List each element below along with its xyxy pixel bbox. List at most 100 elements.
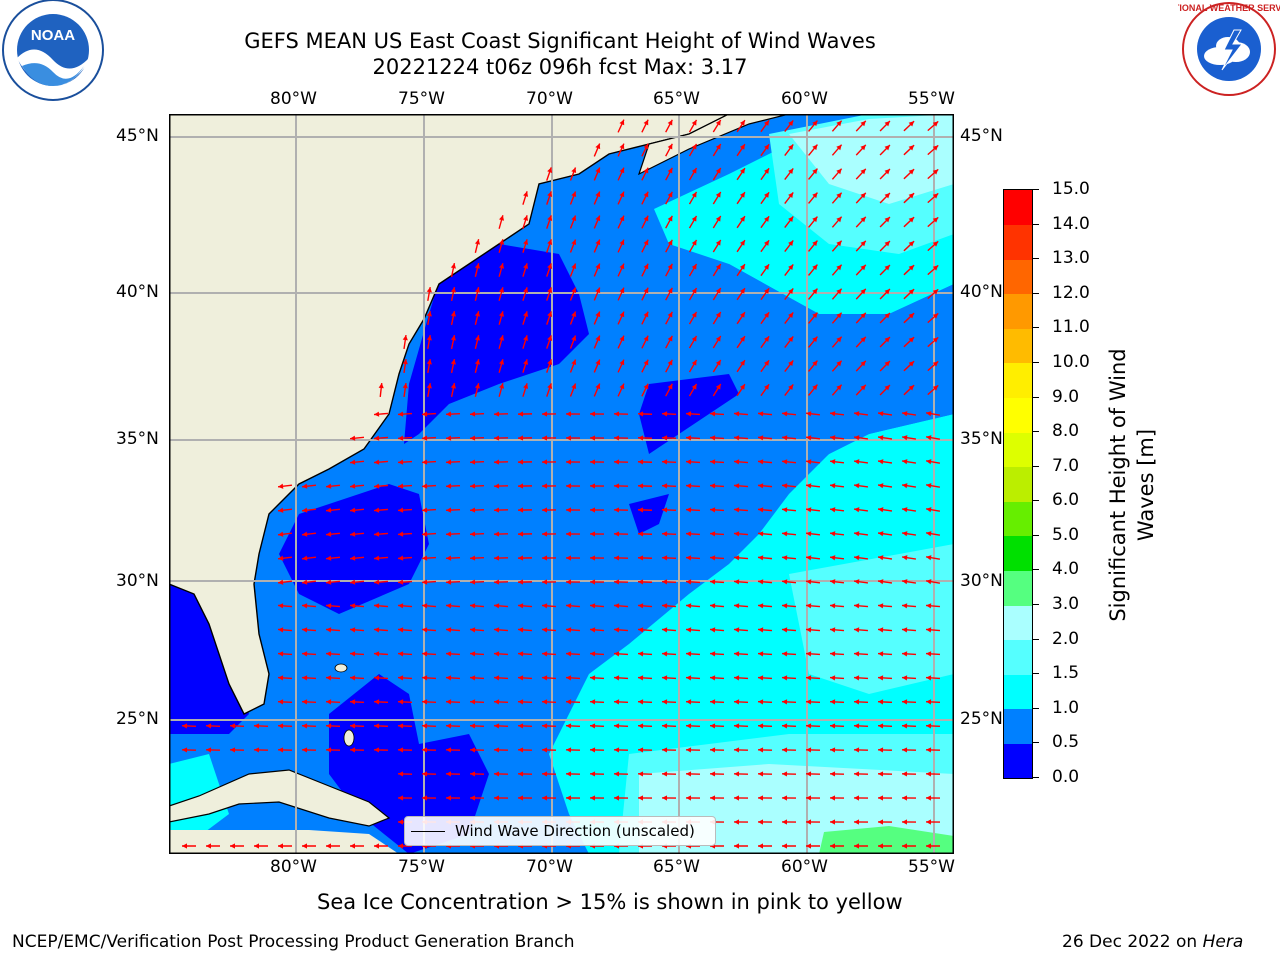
wave-direction-arrowhead	[595, 263, 601, 270]
wave-direction-arrowhead	[542, 723, 548, 729]
wave-direction-arrowhead	[667, 191, 673, 198]
lon-label-top-75w: 75°W	[398, 89, 445, 109]
wave-direction-arrowhead	[518, 507, 524, 513]
wave-direction-arrowhead	[854, 603, 860, 609]
wave-direction-arrowhead	[422, 579, 428, 585]
wave-direction-arrowhead	[350, 627, 356, 633]
wave-direction-arrowhead	[614, 723, 620, 729]
wave-direction-arrowhead	[932, 361, 939, 367]
wave-direction-arrowhead	[494, 747, 500, 753]
wave-direction-arrowhead	[302, 531, 308, 537]
wave-direction-arrowhead	[764, 360, 770, 366]
wave-direction-arrowhead	[566, 747, 572, 753]
wave-direction-arrowhead	[812, 360, 818, 367]
wave-direction-arrowhead	[686, 795, 692, 801]
colorbar-bin	[1004, 328, 1032, 364]
wave-direction-arrowhead	[446, 483, 452, 489]
wave-direction-arrowhead	[398, 699, 404, 705]
wave-direction-arrowhead	[566, 771, 572, 777]
wave-direction-arrowhead	[398, 459, 404, 465]
wave-direction-arrowhead	[422, 651, 428, 657]
colorbar-label-line2: Waves [m]	[1134, 428, 1158, 542]
wave-direction-arrowhead	[806, 603, 812, 609]
wave-direction-arrowhead	[643, 167, 649, 174]
wave-direction-arrowhead	[446, 603, 452, 609]
wave-direction-arrowhead	[734, 747, 740, 753]
wave-direction-arrowhead	[854, 651, 860, 657]
wave-direction-arrowhead	[590, 627, 596, 633]
wave-direction-arrowhead	[860, 216, 866, 223]
wave-direction-arrowhead	[739, 336, 745, 342]
lon-label-bottom-65w: 65°W	[653, 857, 700, 877]
wave-direction-arrowhead	[715, 120, 721, 126]
wave-direction-arrowhead	[254, 747, 260, 753]
wave-direction-arrowhead	[734, 555, 740, 561]
wave-direction-arrowhead	[884, 265, 890, 271]
footer-date-text: 26 Dec 2022 on	[1062, 932, 1203, 952]
wave-direction-arrowhead	[494, 675, 500, 681]
wave-direction-arrowhead	[638, 627, 644, 633]
wave-direction-arrowhead	[595, 311, 601, 318]
wave-direction-arrowhead	[902, 819, 908, 825]
wave-direction-arrowhead	[350, 747, 356, 753]
wave-direction-arrowhead	[686, 699, 692, 705]
wave-direction-arrowhead	[806, 555, 812, 561]
wave-direction-arrowhead	[254, 843, 260, 849]
map-subtitle: 20221224 t06z 096h fcst Max: 3.17	[372, 55, 748, 79]
wave-direction-arrowhead	[302, 579, 308, 585]
wave-direction-arrowhead	[595, 383, 601, 390]
wave-direction-arrowhead	[494, 795, 500, 801]
wave-direction-arrowhead	[710, 771, 716, 777]
wave-direction-arrowhead	[884, 385, 890, 391]
wave-direction-arrowhead	[326, 531, 332, 537]
lat-label-left-45n: 45°N	[116, 126, 159, 146]
wave-direction-arrowhead	[926, 507, 932, 513]
wave-direction-arrowhead	[595, 239, 601, 246]
wave-direction-arrowhead	[182, 723, 188, 729]
wave-direction-arrowhead	[547, 359, 553, 365]
wave-direction-arrowhead	[782, 795, 788, 801]
wave-direction-arrowhead	[326, 483, 332, 489]
wave-direction-arrowhead	[422, 747, 428, 753]
colorbar-tick-mark	[1033, 361, 1039, 363]
wave-direction-arrowhead	[710, 723, 716, 729]
wave-direction-arrowhead	[860, 240, 866, 247]
lat-label-left-40n: 40°N	[116, 282, 159, 302]
colorbar-tick-label: 7.0	[1052, 455, 1080, 476]
colorbar-tick-label: 4.0	[1052, 559, 1080, 580]
wave-direction-arrowhead	[902, 411, 908, 417]
wave-direction-arrowhead	[643, 383, 649, 390]
wave-direction-arrowhead	[590, 507, 596, 513]
wave-direction-arrowhead	[566, 507, 572, 513]
wave-direction-arrowhead	[542, 771, 548, 777]
wave-direction-arrowhead	[854, 795, 860, 801]
wave-direction-arrowhead	[638, 555, 644, 561]
wave-direction-arrowhead	[662, 651, 668, 657]
wave-direction-arrowhead	[566, 723, 572, 729]
wave-direction-arrowhead	[523, 311, 529, 317]
wave-direction-arrowhead	[932, 265, 939, 271]
wave-direction-arrowhead	[614, 651, 620, 657]
wave-direction-arrowhead	[470, 603, 476, 609]
wave-direction-arrowhead	[426, 335, 432, 341]
wave-direction-arrowhead	[782, 819, 788, 825]
wave-direction-arrowhead	[902, 579, 908, 585]
wave-direction-arrowhead	[402, 359, 408, 365]
wave-direction-arrowhead	[474, 287, 480, 293]
wave-direction-arrowhead	[860, 336, 866, 343]
wave-direction-arrowhead	[715, 264, 721, 270]
wave-direction-arrowhead	[523, 239, 529, 245]
wave-direction-arrowhead	[278, 507, 284, 513]
wave-direction-arrowhead	[854, 819, 860, 825]
wave-direction-arrowhead	[206, 747, 212, 753]
wave-direction-arrowhead	[878, 627, 884, 633]
wave-direction-arrowhead	[715, 144, 721, 150]
wave-direction-arrowhead	[878, 603, 884, 609]
wave-direction-arrowhead	[902, 795, 908, 801]
wave-direction-arrowhead	[884, 241, 890, 247]
wave-direction-arrowhead	[426, 359, 432, 365]
lon-label-bottom-80w: 80°W	[270, 857, 317, 877]
wave-direction-arrowhead	[470, 675, 476, 681]
colorbar-tick-mark	[1033, 292, 1039, 294]
wave-direction-arrowhead	[571, 383, 577, 390]
